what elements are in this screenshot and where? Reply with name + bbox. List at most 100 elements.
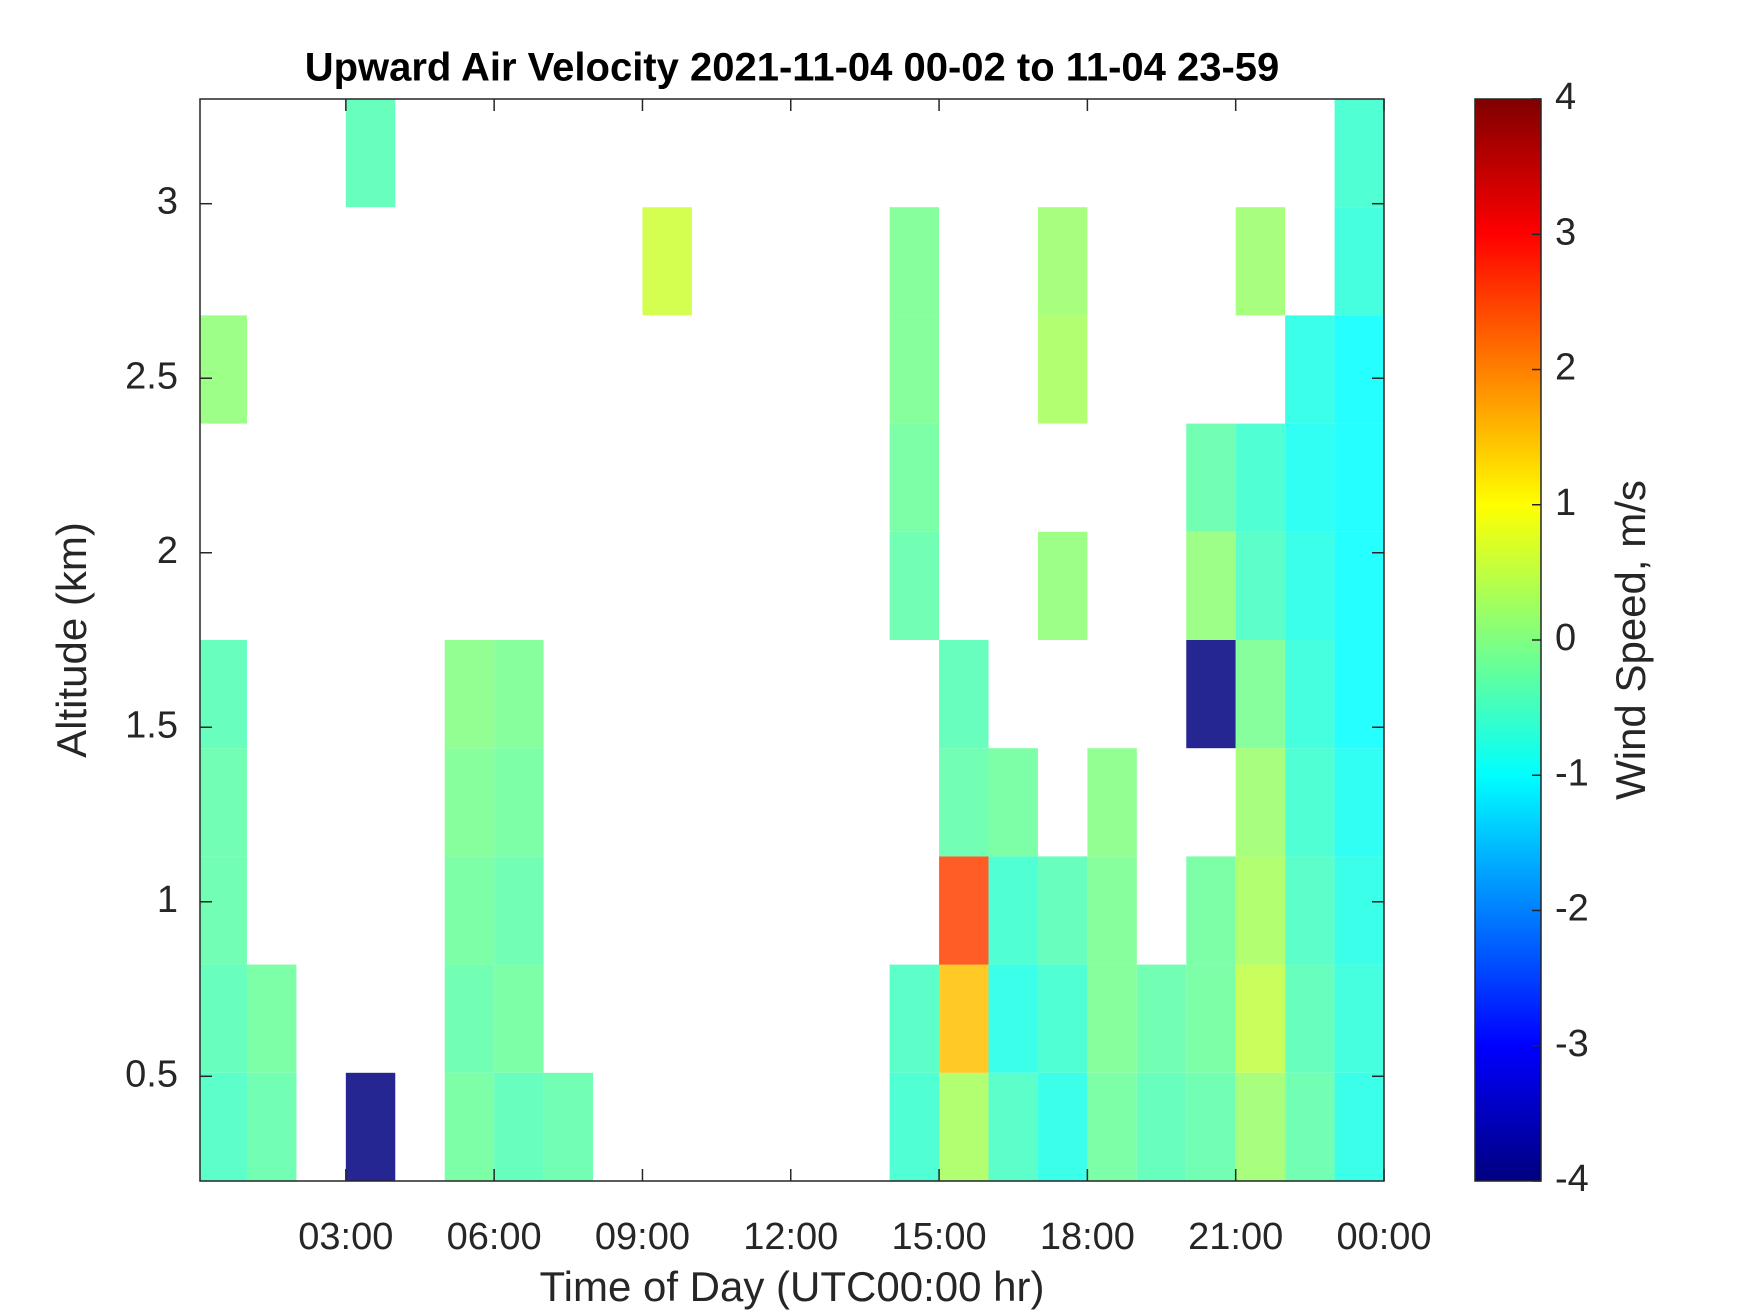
heatmap-cell (1087, 964, 1137, 1073)
heatmap-cell (1186, 531, 1236, 640)
heatmap-cell (1235, 423, 1286, 532)
heatmap-cell (889, 531, 940, 640)
heatmap-cell (1334, 315, 1384, 424)
heatmap-cell (1235, 1072, 1286, 1181)
heatmap-cell (1235, 531, 1286, 640)
heatmap-cell (494, 748, 544, 857)
x-tick-label: 06:00 (447, 1216, 542, 1258)
heatmap-cell (345, 1072, 396, 1181)
heatmap-cell (444, 1072, 495, 1181)
heatmap-cell (988, 748, 1038, 857)
heatmap-cell (246, 1072, 297, 1181)
heatmap-cell (1186, 856, 1236, 965)
heatmap-cell (1334, 99, 1384, 208)
colorbar-tick-label: 2 (1555, 347, 1576, 389)
x-tick-label: 12:00 (743, 1216, 838, 1258)
heatmap-cell (939, 748, 989, 857)
colorbar-tick-label: -2 (1555, 888, 1589, 930)
heatmap-cell (988, 1072, 1038, 1181)
heatmap-cell (1334, 207, 1384, 316)
heatmap-cell (200, 856, 247, 965)
plot-frame (199, 98, 1385, 1182)
heatmap-cell (1285, 531, 1335, 640)
heatmap-cell (1285, 856, 1335, 965)
heatmap-cell (1136, 1072, 1187, 1181)
colorbar-tick-label: 3 (1555, 211, 1576, 253)
x-tick-label: 21:00 (1188, 1216, 1283, 1258)
y-tick-label: 1.5 (125, 704, 178, 746)
heatmap-cell (1037, 315, 1088, 424)
heatmap-cell (444, 748, 495, 857)
heatmap-cell (1285, 315, 1335, 424)
heatmap-cell (200, 315, 247, 424)
heatmap-cell (444, 640, 495, 749)
colorbar-tick-label: 0 (1555, 617, 1576, 659)
heatmap-cell (939, 964, 989, 1073)
heatmap-cell (1087, 1072, 1137, 1181)
heatmap-cell (939, 640, 989, 749)
colorbar-tick-label: -4 (1555, 1158, 1589, 1200)
heatmap-cell (988, 856, 1038, 965)
heatmap-cell (1037, 964, 1088, 1073)
heatmap-cell (1037, 531, 1088, 640)
heatmap-cell (494, 1072, 544, 1181)
heatmap-cell (1334, 1072, 1384, 1181)
colorbar-tick-label: 1 (1555, 482, 1576, 524)
heatmap-cell (1037, 856, 1088, 965)
heatmap-cell (1087, 748, 1137, 857)
heatmap-cell (1334, 856, 1384, 965)
heatmap-cell (1136, 964, 1187, 1073)
heatmap-cell (1285, 423, 1335, 532)
heatmap-cell (1334, 423, 1384, 532)
y-tick-label: 2 (157, 530, 178, 572)
heatmap-cell (988, 964, 1038, 1073)
y-tick-label: 3 (157, 181, 178, 223)
colorbar-tick-label: -3 (1555, 1023, 1589, 1065)
colorbar-tick-label: 4 (1555, 76, 1576, 118)
heatmap-cell (494, 640, 544, 749)
colorbar (1474, 98, 1542, 1182)
heatmap-cell (889, 1072, 940, 1181)
heatmap-cell (1285, 748, 1335, 857)
heatmap-cell (889, 207, 940, 316)
x-tick-label: 09:00 (595, 1216, 690, 1258)
heatmap-cell (444, 964, 495, 1073)
heatmap-cell (889, 964, 940, 1073)
heatmap-cell (1285, 1072, 1335, 1181)
heatmap-cell (1186, 1072, 1236, 1181)
heatmap-cell (543, 1072, 594, 1181)
heatmap-cell (1235, 856, 1286, 965)
y-tick-label: 1 (157, 879, 178, 921)
colorbar-label: Wind Speed, m/s (1607, 480, 1654, 800)
heatmap-cell (1334, 531, 1384, 640)
heatmap-cell (200, 640, 247, 749)
heatmap-cell (1235, 748, 1286, 857)
y-axis-label: Altitude (km) (48, 522, 95, 758)
heatmap-cell (1087, 856, 1137, 965)
heatmap-cell (200, 1072, 247, 1181)
heatmap-cell (1334, 964, 1384, 1073)
heatmap-cell (1285, 640, 1335, 749)
heatmap-cell (1235, 640, 1286, 749)
heatmap-cell (1037, 1072, 1088, 1181)
heatmap-cell (889, 315, 940, 424)
heatmap-cell (1186, 964, 1236, 1073)
colorbar-tick-label: -1 (1555, 752, 1589, 794)
heatmap-cell (345, 99, 396, 208)
heatmap-cell (1334, 640, 1384, 749)
x-axis-label: Time of Day (UTC00:00 hr) (540, 1263, 1045, 1310)
heatmap-cell (1186, 423, 1236, 532)
heatmap-cell (494, 856, 544, 965)
heatmap-cell (246, 964, 297, 1073)
heatmap-cell (200, 964, 247, 1073)
heatmap-cell (642, 207, 692, 316)
x-tick-label: 18:00 (1040, 1216, 1135, 1258)
heatmap-cell (1334, 748, 1384, 857)
heatmap-cell (939, 856, 989, 965)
heatmap-cell (889, 423, 940, 532)
heatmap-cell (1037, 207, 1088, 316)
heatmap-cell (444, 856, 495, 965)
heatmap-cell (939, 1072, 989, 1181)
